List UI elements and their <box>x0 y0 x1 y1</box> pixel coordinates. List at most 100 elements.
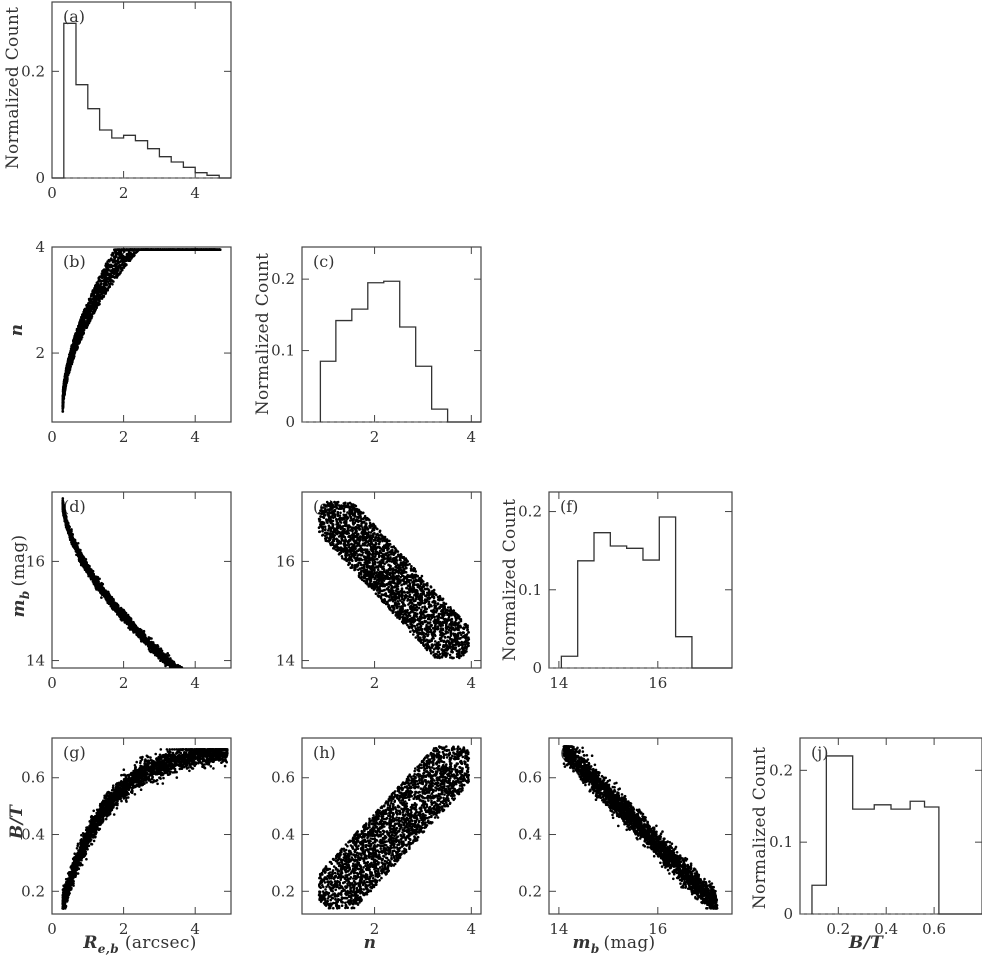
data-point <box>179 671 182 674</box>
panel-letter: (d) <box>63 497 86 516</box>
data-point <box>211 698 214 701</box>
data-point <box>210 695 213 698</box>
data-point <box>213 702 216 705</box>
data-point <box>201 693 204 696</box>
data-point <box>214 699 217 702</box>
data-point <box>180 671 183 674</box>
data-point <box>206 694 209 697</box>
data-point <box>84 558 88 561</box>
data-point <box>223 703 226 706</box>
y-tick-label: 0.1 <box>271 342 295 360</box>
data-point <box>204 689 207 692</box>
data-point <box>204 693 207 696</box>
data-point <box>214 699 217 702</box>
data-point <box>186 676 189 679</box>
data-point <box>172 669 175 672</box>
data-point <box>218 702 221 705</box>
data-point <box>212 697 215 700</box>
data-point <box>200 689 203 692</box>
data-point <box>207 691 210 694</box>
data-point <box>80 315 83 319</box>
plot-frame <box>301 246 482 423</box>
panel-letter: (b) <box>63 252 86 271</box>
data-point <box>204 692 207 695</box>
data-point <box>219 699 222 702</box>
data-point <box>181 672 184 675</box>
data-point <box>68 360 72 364</box>
data-point <box>182 674 185 677</box>
data-point <box>180 673 183 676</box>
data-point <box>177 670 180 673</box>
data-point <box>176 669 179 672</box>
data-point <box>91 300 95 304</box>
data-point <box>112 269 115 273</box>
data-point <box>64 384 68 387</box>
data-point <box>177 670 180 673</box>
data-point <box>220 708 223 711</box>
data-point <box>216 698 219 701</box>
data-point <box>184 675 187 678</box>
data-point <box>157 657 160 660</box>
data-point <box>179 670 182 673</box>
data-point <box>207 697 210 700</box>
data-point <box>208 699 211 702</box>
data-point <box>215 699 218 702</box>
data-point <box>177 676 180 679</box>
data-point <box>184 673 187 676</box>
data-point <box>203 694 206 697</box>
data-point <box>215 699 218 702</box>
data-point <box>116 252 119 255</box>
data-point <box>107 590 110 594</box>
data-point <box>213 698 216 701</box>
histogram-bin <box>368 283 384 422</box>
data-point <box>220 705 223 708</box>
data-point <box>186 676 189 679</box>
data-point <box>92 312 95 315</box>
data-point <box>88 312 92 316</box>
data-point <box>208 695 211 698</box>
data-point <box>147 248 150 251</box>
data-point <box>72 340 75 344</box>
data-point <box>162 248 166 251</box>
data-point <box>187 677 190 680</box>
data-point <box>206 692 209 695</box>
data-point <box>184 676 187 679</box>
histogram-bin <box>124 135 136 178</box>
data-point <box>200 689 203 692</box>
data-point <box>107 263 110 266</box>
data-point <box>69 363 72 367</box>
data-point <box>186 675 189 678</box>
data-point <box>203 690 206 693</box>
data-point <box>184 674 187 677</box>
data-point <box>181 674 184 677</box>
data-point <box>224 702 227 705</box>
data-point <box>215 702 218 705</box>
data-point <box>223 702 226 705</box>
data-point <box>204 690 207 693</box>
data-point <box>121 254 124 258</box>
data-point <box>174 670 177 673</box>
data-point <box>223 702 226 705</box>
data-point <box>211 696 214 699</box>
data-point <box>220 703 223 706</box>
data-point <box>201 687 204 690</box>
data-point <box>183 672 186 675</box>
data-point <box>101 269 104 273</box>
data-point <box>115 272 119 275</box>
data-point <box>125 248 129 251</box>
data-point <box>110 253 113 257</box>
data-point <box>184 674 187 677</box>
histogram-bin <box>148 149 160 178</box>
data-point <box>200 686 203 689</box>
data-point <box>214 702 217 705</box>
data-point <box>215 700 218 703</box>
data-point <box>217 699 220 702</box>
data-point <box>212 696 215 699</box>
data-point <box>215 701 218 704</box>
data-point <box>176 248 180 251</box>
histogram-bin <box>352 309 368 422</box>
data-point <box>213 701 216 704</box>
data-point <box>215 703 218 706</box>
data-point <box>75 553 78 557</box>
data-point <box>89 308 93 311</box>
